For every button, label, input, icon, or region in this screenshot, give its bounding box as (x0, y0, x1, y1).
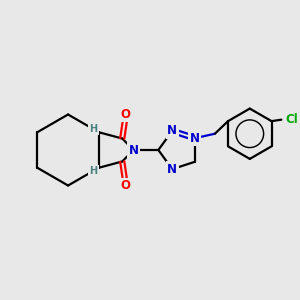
Text: N: N (167, 124, 177, 137)
Text: Cl: Cl (286, 113, 298, 126)
Text: O: O (121, 179, 131, 192)
Text: N: N (167, 163, 177, 176)
Text: O: O (121, 108, 131, 121)
Text: H: H (89, 166, 98, 176)
Text: N: N (128, 143, 139, 157)
Text: H: H (89, 124, 98, 134)
Text: N: N (190, 132, 200, 145)
